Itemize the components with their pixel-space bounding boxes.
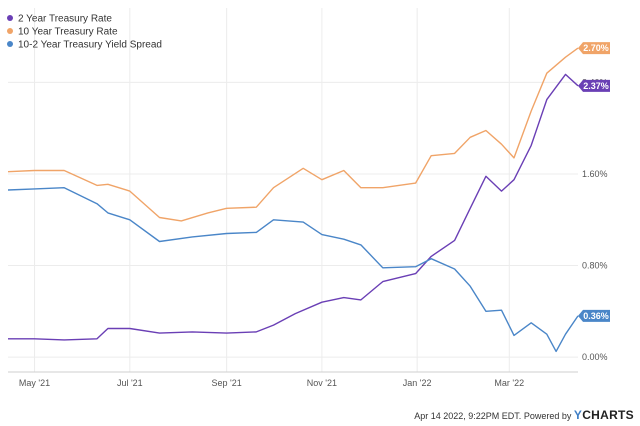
chart-series-lines [7, 47, 579, 353]
legend-item-2-year-treasury-rate[interactable]: 2 Year Treasury Rate [7, 14, 112, 25]
series-line-10-year-treasury-rate [7, 47, 579, 222]
x-axis: May '21 Jul '21 Sep '21 Nov '21 Jan '22 Mar '… [19, 378, 524, 388]
x-tick-label: Jan '22 [403, 378, 432, 388]
ycharts-logo-text: CHARTS [582, 408, 634, 422]
legend-label: 2 Year Treasury Rate [18, 14, 112, 25]
badge-value: 0.36% [583, 311, 609, 321]
x-tick-label: Sep '21 [212, 378, 242, 388]
legend-swatch [7, 28, 13, 34]
badge-background [578, 309, 610, 322]
chart-grid [8, 8, 578, 373]
x-tick-label: May '21 [19, 378, 50, 388]
x-tick-label: Jul '21 [117, 378, 143, 388]
last-value-badges: 2.37% 2.70% 0.36% [578, 42, 610, 322]
ycharts-logo-mark: Y [573, 408, 583, 422]
chart-footer: Apr 14 2022, 9:22PM EDT. Powered by YCHA… [414, 408, 634, 422]
badge-value: 2.37% [583, 81, 609, 91]
yield-chart: May '21 Jul '21 Sep '21 Nov '21 Jan '22 Mar '… [7, 8, 610, 388]
footer-powered-by: Powered by [523, 411, 572, 421]
legend-swatch [7, 41, 13, 47]
legend-item-10-year-treasury-rate[interactable]: 10 Year Treasury Rate [7, 27, 118, 38]
badge-background [578, 42, 610, 55]
badge-10-2-year-treasury-yield-spread: 0.36% [578, 309, 610, 322]
y-tick-label: 0.00% [582, 352, 608, 362]
x-tick-label: Mar '22 [494, 378, 524, 388]
legend-item-10-2-year-treasury-yield-spread[interactable]: 10-2 Year Treasury Yield Spread [7, 40, 162, 51]
series-line-2-year-treasury-rate [8, 73, 579, 341]
chart-legend: 2 Year Treasury Rate 10 Year Treasury Rat… [7, 14, 162, 51]
badge-background [578, 79, 610, 92]
badge-10-year-treasury-rate: 2.70% [578, 42, 610, 55]
ycharts-logo[interactable]: YCHARTS [574, 408, 634, 422]
badge-2-year-treasury-rate: 2.37% [578, 79, 610, 92]
legend-swatch [7, 15, 13, 21]
y-tick-label: 1.60% [582, 169, 608, 179]
series-line-10-2-year-treasury-yield-spread [7, 187, 579, 353]
legend-label: 10-2 Year Treasury Yield Spread [18, 40, 162, 51]
footer-timestamp: Apr 14 2022, 9:22PM EDT. [414, 411, 522, 421]
legend-label: 10 Year Treasury Rate [18, 27, 118, 38]
x-tick-label: Nov '21 [307, 378, 337, 388]
y-tick-label: 0.80% [582, 261, 608, 271]
badge-value: 2.70% [583, 43, 609, 53]
